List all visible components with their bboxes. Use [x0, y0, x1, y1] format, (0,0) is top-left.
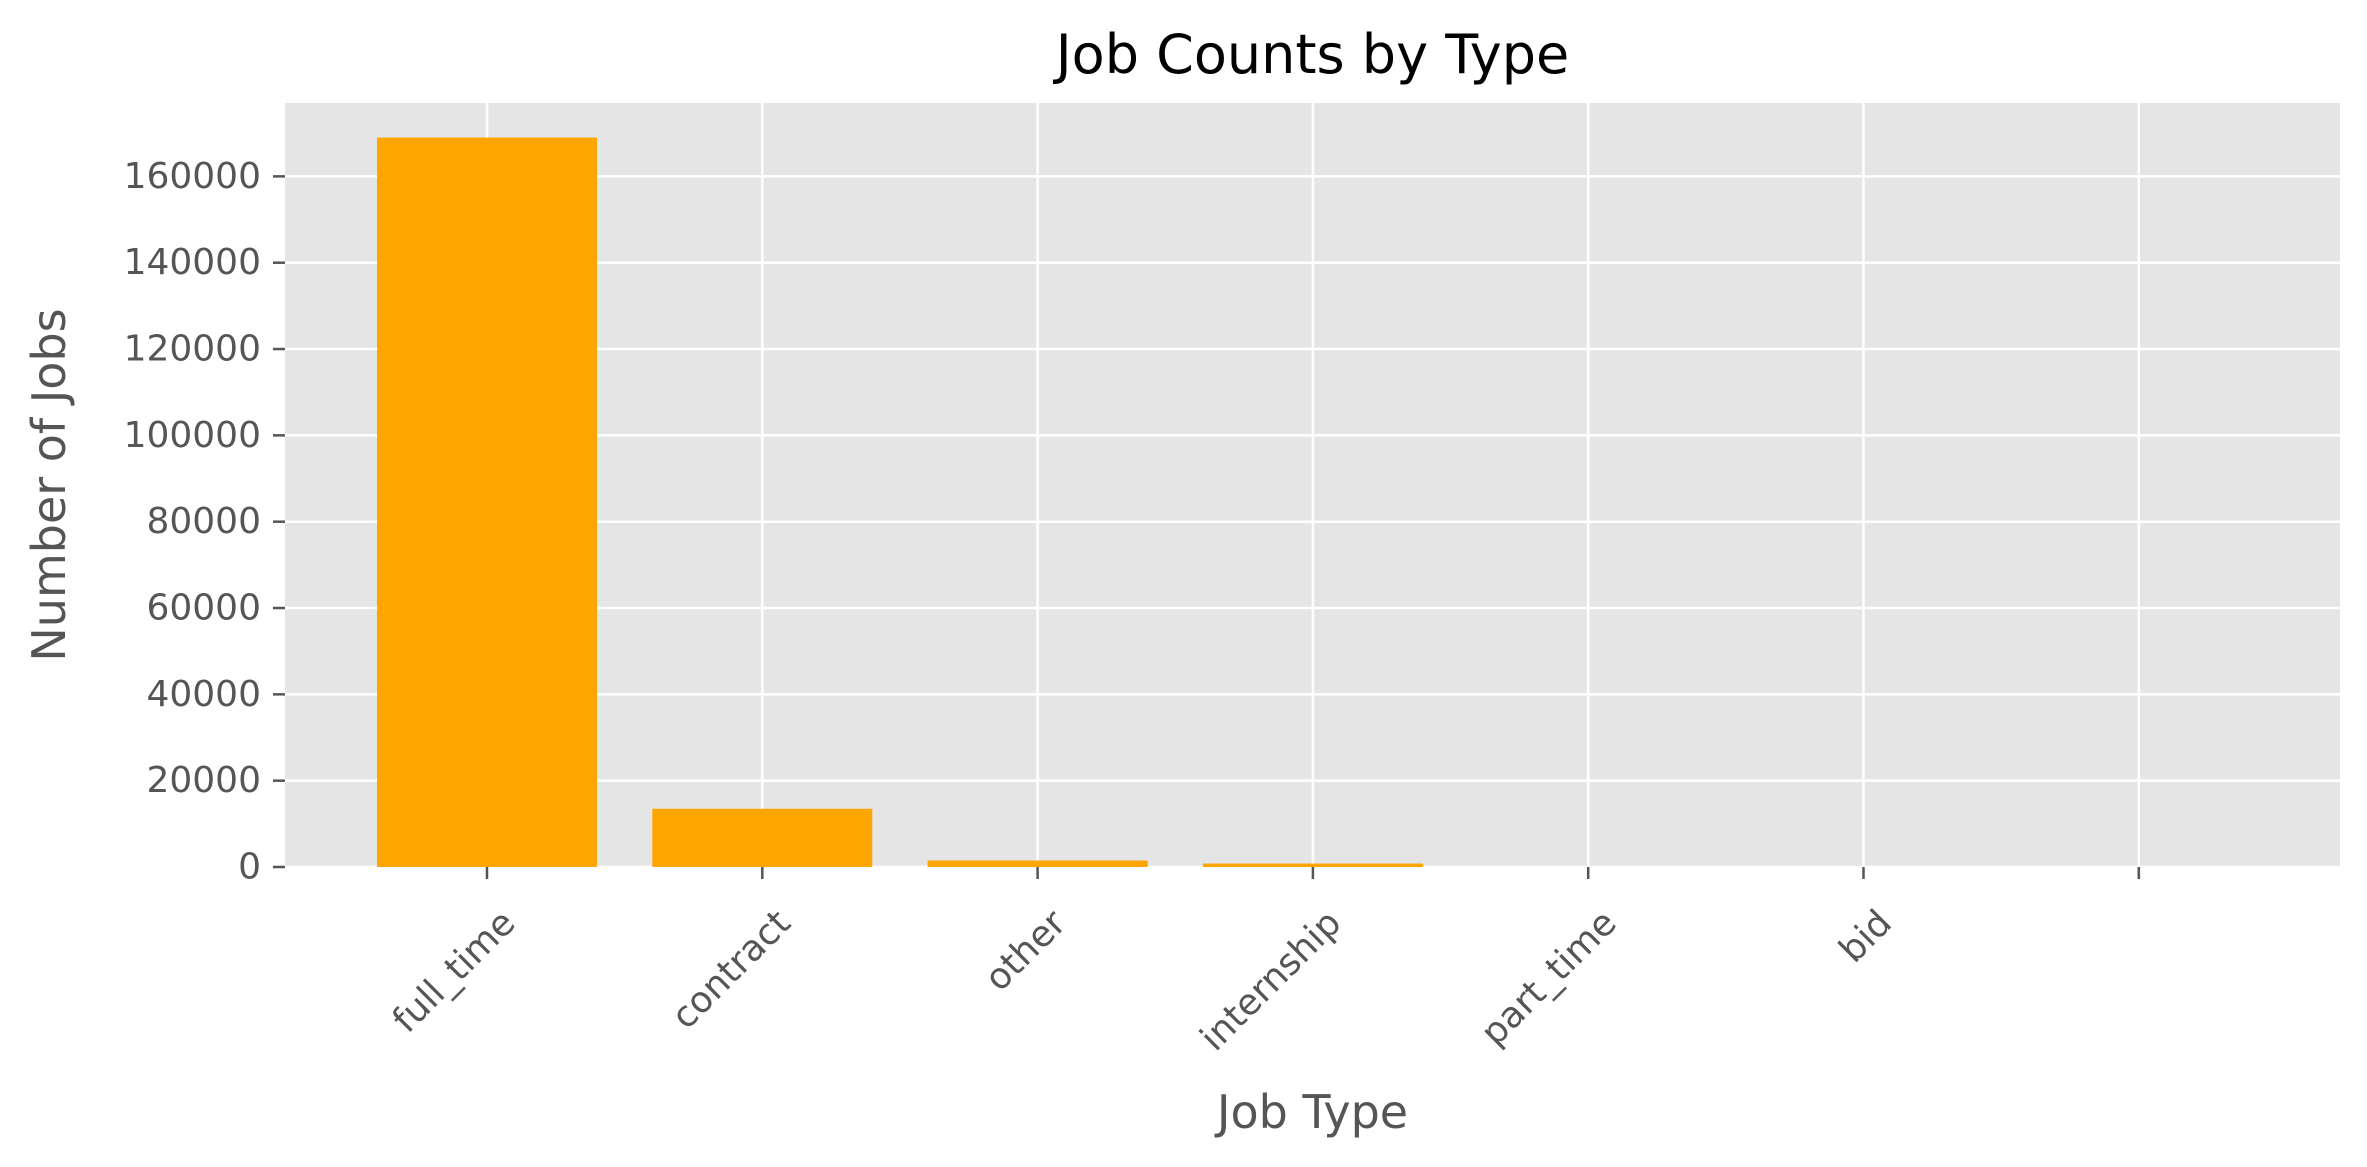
x-tick-label: full_time — [385, 902, 523, 1040]
bar-full_time — [377, 137, 597, 867]
x-axis-label: Job Type — [1214, 1085, 1408, 1139]
y-tick-label: 120000 — [124, 329, 261, 370]
x-tick-label: other — [977, 902, 1074, 999]
y-axis-label: Number of Jobs — [22, 308, 76, 661]
x-tick-label: contract — [664, 902, 799, 1037]
y-tick-label: 160000 — [124, 156, 261, 197]
y-tick-label: 0 — [238, 847, 261, 888]
y-tick-label: 140000 — [124, 242, 261, 283]
y-tick-label: 60000 — [146, 588, 261, 629]
x-tick-label: part_time — [1473, 902, 1624, 1053]
bar-layer — [377, 137, 1423, 867]
y-tick-label: 20000 — [146, 760, 261, 801]
chart-title: Job Counts by Type — [1053, 23, 1570, 86]
bar-contract — [652, 808, 873, 867]
y-tick-label: 40000 — [146, 674, 261, 715]
bar-other — [927, 860, 1148, 867]
x-tick-label: bid — [1832, 902, 1900, 970]
bar-internship — [1202, 863, 1423, 867]
y-tick-label: 80000 — [146, 501, 261, 542]
y-tick-label: 100000 — [124, 415, 261, 456]
x-tick-label: internship — [1193, 902, 1350, 1059]
